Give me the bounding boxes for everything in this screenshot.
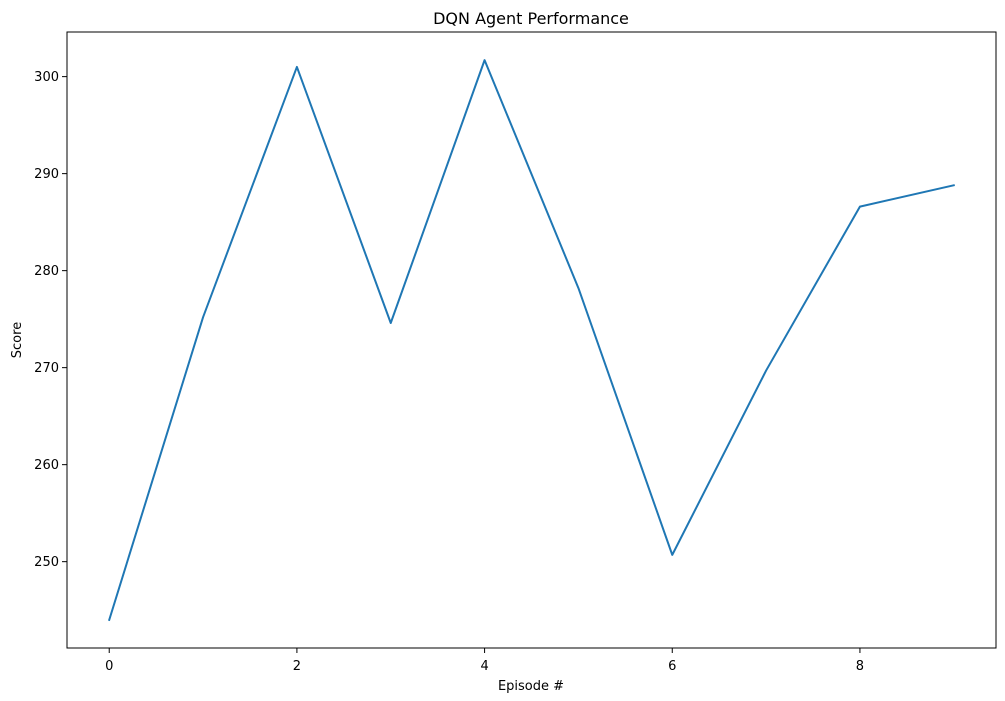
plot-area: [107, 59, 955, 622]
y-axis-label: Score: [10, 322, 25, 358]
x-tick-label: 4: [480, 659, 488, 674]
x-axis-ticks: 0 2 4 6 8: [105, 648, 864, 674]
x-axis-label: Episode #: [498, 679, 564, 694]
y-tick-label: 260: [34, 458, 59, 473]
x-tick-label: 8: [856, 659, 864, 674]
plot-frame: [66, 31, 997, 649]
y-tick-label: 290: [34, 167, 59, 182]
chart-title: DQN Agent Performance: [433, 9, 629, 28]
y-tick-label: 270: [34, 361, 59, 376]
x-tick-label: 0: [105, 659, 113, 674]
y-axis-ticks: 250 260 270 280 290 300: [34, 70, 67, 570]
y-tick-label: 250: [34, 555, 59, 570]
y-tick-label: 280: [34, 264, 59, 279]
y-tick-label: 300: [34, 70, 59, 85]
series-line-0: [107, 59, 955, 622]
x-tick-label: 2: [293, 659, 301, 674]
x-tick-label: 6: [668, 659, 676, 674]
